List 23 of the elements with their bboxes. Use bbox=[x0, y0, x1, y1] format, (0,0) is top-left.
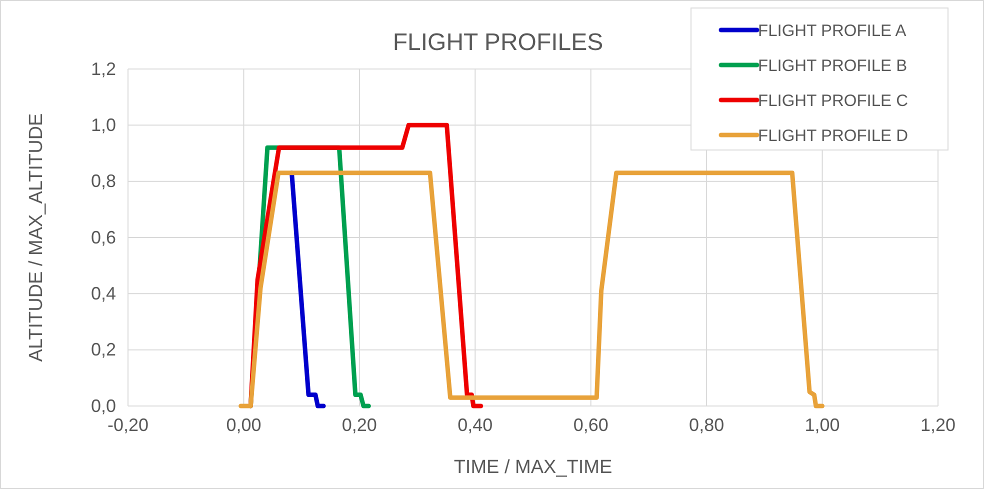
x-tick-label: 1,00 bbox=[804, 414, 840, 435]
y-tick-label: 0,8 bbox=[90, 171, 116, 192]
legend-label: FLIGHT PROFILE B bbox=[758, 57, 908, 75]
line-series bbox=[238, 170, 825, 408]
y-tick-label: 1,2 bbox=[90, 58, 116, 79]
x-tick-label: 1,20 bbox=[920, 414, 956, 435]
legend-label: FLIGHT PROFILE A bbox=[758, 22, 906, 40]
y-tick-label: 1,0 bbox=[90, 114, 116, 135]
y-tick-label: 0,0 bbox=[90, 396, 116, 416]
y-axis-title: ALTITUDE / MAX_ALTITUDE bbox=[26, 113, 47, 362]
x-tick-label: -0,20 bbox=[107, 414, 149, 435]
y-tick-label: 0,2 bbox=[90, 340, 116, 360]
y-tick-label: 0,6 bbox=[90, 227, 116, 248]
chart-title: FLIGHT PROFILES bbox=[392, 29, 604, 56]
x-tick-label: 0,60 bbox=[573, 414, 608, 435]
x-tick-label: 0,80 bbox=[689, 414, 724, 435]
x-tick-label: 0,00 bbox=[226, 414, 262, 435]
x-axis-title: TIME / MAX_TIME bbox=[454, 457, 612, 478]
legend-label: FLIGHT PROFILE C bbox=[758, 92, 908, 110]
y-tick-label: 0,4 bbox=[90, 283, 116, 304]
x-tick-label: 0,40 bbox=[458, 414, 493, 435]
legend-label: FLIGHT PROFILE D bbox=[758, 127, 908, 145]
x-tick-label: 0,20 bbox=[342, 414, 377, 435]
